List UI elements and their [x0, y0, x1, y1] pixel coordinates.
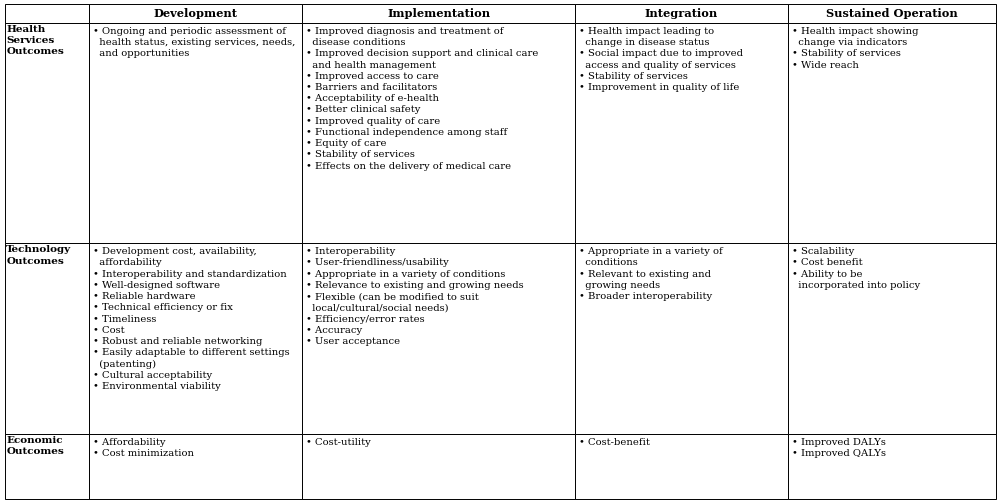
Text: • Development cost, availability,
  affordability
• Interoperability and standar: • Development cost, availability, afford…	[93, 247, 290, 391]
Bar	[89, 434, 302, 499]
Text: • Health impact showing
  change via indicators
• Stability of services
• Wide r: • Health impact showing change via indic…	[792, 27, 918, 69]
Bar	[788, 243, 996, 434]
Bar	[89, 4, 302, 23]
Bar	[575, 243, 788, 434]
Bar	[5, 243, 89, 434]
Bar	[575, 23, 788, 243]
Bar	[302, 434, 575, 499]
Text: Technology
Outcomes: Technology Outcomes	[6, 245, 71, 266]
Bar	[89, 243, 302, 434]
Text: • Cost-utility: • Cost-utility	[306, 438, 371, 447]
Bar	[788, 434, 996, 499]
Bar	[788, 23, 996, 243]
Bar	[89, 23, 302, 243]
Bar	[5, 23, 89, 243]
Text: • Scalability
• Cost benefit
• Ability to be
  incorporated into policy: • Scalability • Cost benefit • Ability t…	[792, 247, 920, 290]
Text: • Health impact leading to
  change in disease status
• Social impact due to imp: • Health impact leading to change in dis…	[579, 27, 743, 92]
Bar	[5, 4, 89, 23]
Bar	[575, 434, 788, 499]
Text: Economic
Outcomes: Economic Outcomes	[6, 436, 64, 456]
Text: • Affordability
• Cost minimization: • Affordability • Cost minimization	[93, 438, 194, 458]
Bar	[788, 4, 996, 23]
Text: Integration: Integration	[645, 8, 718, 19]
Text: • Improved diagnosis and treatment of
  disease conditions
• Improved decision s: • Improved diagnosis and treatment of di…	[306, 27, 539, 171]
Bar	[302, 243, 575, 434]
Bar	[5, 434, 89, 499]
Text: Health
Services
Outcomes: Health Services Outcomes	[6, 25, 64, 56]
Bar	[302, 4, 575, 23]
Text: • Cost-benefit: • Cost-benefit	[579, 438, 650, 447]
Text: • Improved DALYs
• Improved QALYs: • Improved DALYs • Improved QALYs	[792, 438, 886, 458]
Bar	[575, 4, 788, 23]
Text: Implementation: Implementation	[387, 8, 490, 19]
Bar	[302, 23, 575, 243]
Text: • Ongoing and periodic assessment of
  health status, existing services, needs,
: • Ongoing and periodic assessment of hea…	[93, 27, 295, 58]
Text: • Appropriate in a variety of
  conditions
• Relevant to existing and
  growing : • Appropriate in a variety of conditions…	[579, 247, 723, 301]
Text: • Interoperability
• User-friendliness/usability
• Appropriate in a variety of c: • Interoperability • User-friendliness/u…	[306, 247, 524, 346]
Text: Development: Development	[154, 8, 238, 19]
Text: Sustained Operation: Sustained Operation	[826, 8, 958, 19]
